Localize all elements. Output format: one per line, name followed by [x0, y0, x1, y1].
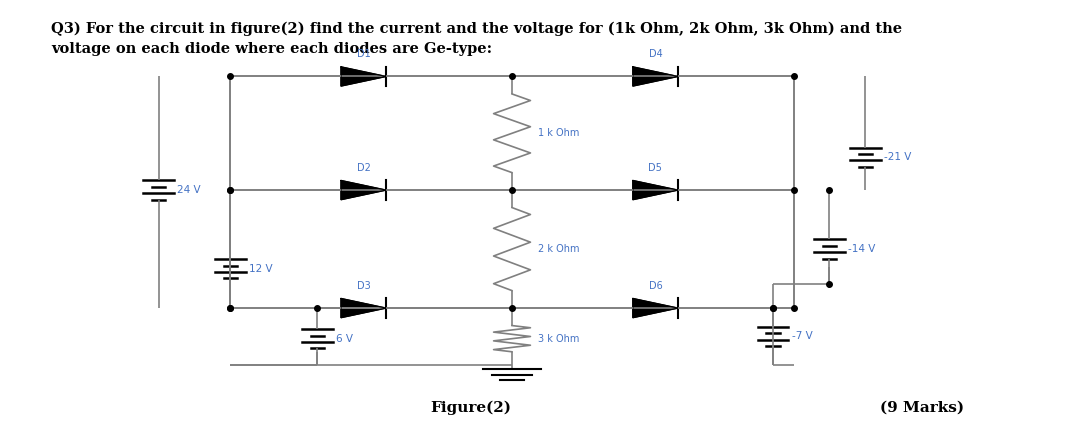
Text: D4: D4 — [648, 49, 662, 59]
Text: D3: D3 — [356, 281, 370, 291]
Text: D5: D5 — [648, 163, 662, 173]
Text: -14 V: -14 V — [848, 244, 875, 254]
Text: D6: D6 — [648, 281, 662, 291]
Text: Q3) For the circuit in figure(2) find the current and the voltage for (1k Ohm, 2: Q3) For the circuit in figure(2) find th… — [51, 22, 902, 56]
Text: -7 V: -7 V — [792, 332, 812, 341]
Text: Figure(2): Figure(2) — [431, 401, 512, 415]
Text: D2: D2 — [356, 163, 370, 173]
Text: 12 V: 12 V — [248, 264, 272, 274]
Polygon shape — [633, 180, 678, 200]
Text: (9 Marks): (9 Marks) — [879, 401, 963, 415]
Text: 3 k Ohm: 3 k Ohm — [538, 334, 579, 343]
Text: 24 V: 24 V — [177, 185, 201, 195]
Polygon shape — [633, 67, 678, 86]
Polygon shape — [341, 180, 386, 200]
Text: 6 V: 6 V — [336, 334, 353, 343]
Text: D1: D1 — [356, 49, 370, 59]
Polygon shape — [633, 298, 678, 318]
Polygon shape — [341, 67, 386, 86]
Text: -21 V: -21 V — [883, 153, 912, 162]
Polygon shape — [341, 298, 386, 318]
Text: 2 k Ohm: 2 k Ohm — [538, 244, 579, 254]
Text: 1 k Ohm: 1 k Ohm — [538, 128, 579, 138]
